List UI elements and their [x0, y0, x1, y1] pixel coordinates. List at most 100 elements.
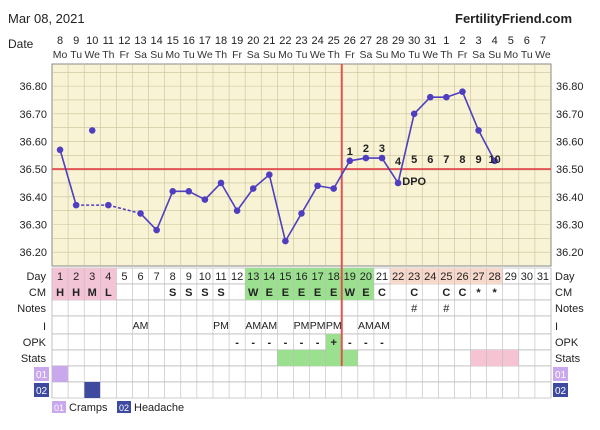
weekday-label: Mo — [391, 49, 406, 61]
weekday-label: Th — [102, 49, 114, 61]
cm-value: S — [217, 287, 224, 299]
cm-value: S — [185, 287, 192, 299]
day-cell-bg — [390, 268, 407, 284]
cycle-day-label: 1 — [57, 271, 63, 283]
intercourse-value: PM — [326, 320, 342, 332]
weekday-label: We — [84, 49, 100, 61]
temp-point — [314, 182, 321, 190]
row-label-left-opk: OPK — [23, 337, 47, 349]
ytick-label-left: 36.30 — [19, 219, 47, 231]
cycle-day-label: 8 — [170, 271, 176, 283]
date-label: 23 — [295, 35, 307, 47]
cycle-day-label: 19 — [344, 271, 356, 283]
date-label: 22 — [279, 35, 291, 47]
temp-segment — [477, 130, 496, 162]
note-marker: # — [411, 303, 418, 315]
cm-fertile-bg — [341, 284, 358, 300]
date-label: 27 — [360, 35, 372, 47]
temp-segment — [461, 91, 480, 131]
stats-fertile-bg — [341, 350, 358, 366]
opk-value: - — [251, 337, 255, 349]
intercourse-value: PM — [294, 320, 310, 332]
cm-value: * — [476, 287, 481, 299]
temp-point — [459, 88, 466, 95]
opk-value: - — [348, 337, 352, 349]
temp-point — [330, 185, 337, 192]
temp-point — [362, 154, 370, 162]
cycle-day-label: 2 — [73, 271, 79, 283]
cycle-day-label: 20 — [360, 271, 372, 283]
cm-cell-bg — [100, 284, 117, 300]
weekday-label: Mo — [53, 49, 68, 61]
day-cell-bg — [68, 268, 85, 284]
opk-value: - — [267, 337, 271, 349]
temp-point — [298, 210, 305, 217]
legend-swatch — [117, 401, 131, 413]
weekday-label: Th — [215, 49, 227, 61]
brand-logo[interactable]: FertilityFriend.com — [455, 11, 573, 26]
cm-fertile-bg — [309, 284, 326, 300]
temp-segment — [108, 204, 141, 215]
day-cell-bg — [357, 268, 374, 284]
cm-value: E — [330, 287, 337, 299]
day-cell-bg — [325, 268, 342, 284]
date-label: 30 — [408, 35, 420, 47]
opk-value: - — [380, 337, 384, 349]
day-cell-bg — [454, 268, 471, 284]
weekday-label: Sa — [359, 49, 372, 61]
symptom-code-box-right — [553, 383, 568, 397]
temp-segment — [139, 212, 158, 231]
temp-segment — [284, 213, 303, 242]
weekday-label: Su — [376, 49, 389, 61]
cm-value: S — [169, 287, 176, 299]
dpo-number: 5 — [411, 154, 417, 166]
cm-value: W — [345, 287, 356, 299]
temp-segment — [397, 113, 415, 184]
temp-point — [378, 154, 386, 162]
cm-value: E — [298, 287, 305, 299]
day-cell-bg — [341, 268, 358, 284]
row-label-left-stats: Stats — [21, 353, 47, 365]
cycle-day-label: 15 — [279, 271, 291, 283]
temp-point — [72, 201, 80, 209]
dpo-number: 10 — [489, 154, 501, 166]
ytick-label-right: 36.40 — [556, 192, 584, 204]
date-row-label: Date — [8, 37, 34, 51]
ytick-label-left: 36.40 — [19, 192, 47, 204]
date-label: 20 — [247, 35, 259, 47]
table-row-bg — [51, 381, 552, 399]
day-cell-bg — [470, 268, 487, 284]
row-label-right-day: Day — [555, 271, 575, 283]
temp-segment — [204, 182, 222, 201]
dpo-number: 8 — [459, 154, 465, 166]
temp-point — [88, 127, 96, 134]
cycle-day-label: 24 — [424, 271, 436, 283]
cm-value: C — [442, 287, 450, 299]
intercourse-value: AM — [374, 320, 390, 332]
symptom-code-left: 02 — [36, 386, 48, 397]
ytick-label-left: 36.50 — [19, 164, 47, 176]
temp-point — [233, 207, 241, 214]
cm-value: C — [410, 287, 418, 299]
dpo-number: 7 — [443, 154, 449, 166]
row-label-left-i: I — [43, 321, 46, 333]
weekday-label: Sa — [134, 49, 147, 61]
cycle-day-label: 27 — [472, 271, 484, 283]
symptom-cramps-cell — [52, 366, 69, 382]
weekday-label: Tu — [70, 49, 82, 61]
stats-fertile-bg — [293, 350, 310, 366]
date-label: 13 — [134, 35, 146, 47]
cm-fertile-bg — [245, 284, 262, 300]
temp-point — [249, 185, 257, 192]
cm-value: C — [458, 287, 466, 299]
cm-fertile-bg — [293, 284, 310, 300]
intercourse-value: AM — [245, 320, 261, 332]
cm-fertile-bg — [325, 284, 342, 300]
opk-value: - — [284, 337, 288, 349]
date-label: 16 — [183, 35, 195, 47]
cm-fertile-bg — [261, 284, 278, 300]
intercourse-value: AM — [133, 320, 149, 332]
cycle-day-label: 4 — [105, 271, 111, 283]
weekday-label: Sa — [472, 49, 485, 61]
